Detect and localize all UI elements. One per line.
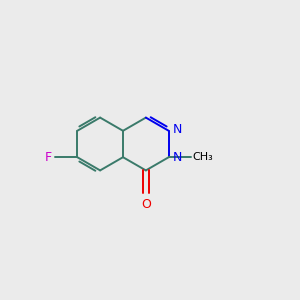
Text: F: F [45, 151, 52, 164]
Text: O: O [141, 198, 151, 211]
Text: N: N [172, 151, 182, 164]
Text: CH₃: CH₃ [193, 152, 213, 162]
Text: N: N [172, 123, 182, 136]
